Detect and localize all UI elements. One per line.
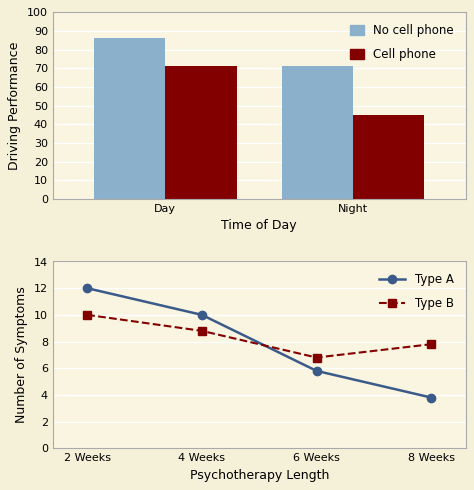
Type B (199, 328, 205, 334)
Y-axis label: Number of Symptoms: Number of Symptoms (15, 287, 28, 423)
Bar (94, 39, 165, 199)
Type A (199, 312, 205, 318)
X-axis label: Psychotherapy Length: Psychotherapy Length (190, 468, 329, 482)
Type B (314, 355, 319, 361)
Type A (84, 285, 90, 291)
Bar (353, 115, 424, 199)
X-axis label: Time of Day: Time of Day (221, 220, 297, 232)
Type B (84, 312, 90, 318)
Legend: Type A, Type B: Type A, Type B (374, 268, 460, 316)
Legend: No cell phone, Cell phone: No cell phone, Cell phone (344, 18, 460, 67)
Y-axis label: Driving Performance: Driving Performance (9, 42, 21, 170)
Type A (314, 368, 319, 374)
Bar (165, 67, 237, 199)
Type A (428, 394, 434, 400)
Line: Type B: Type B (83, 311, 436, 362)
Bar (282, 67, 353, 199)
Line: Type A: Type A (83, 284, 436, 402)
Type B (428, 341, 434, 347)
